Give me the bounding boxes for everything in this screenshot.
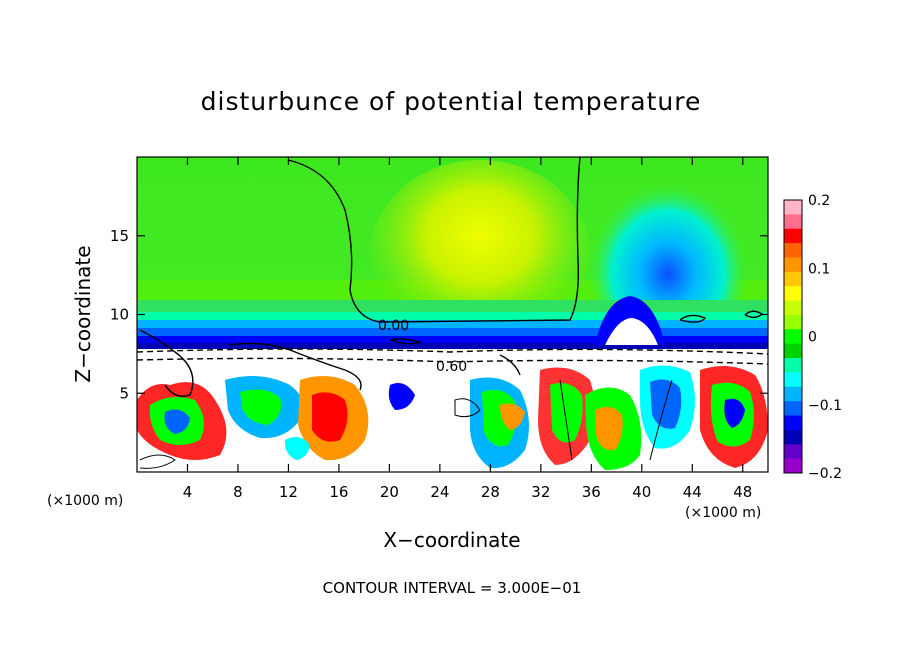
x-tick-label: 12: [279, 483, 298, 501]
colorbar-swatch: [784, 415, 802, 431]
x-tick-label: 28: [481, 483, 500, 501]
colorbar-swatch: [784, 329, 802, 345]
colorbar-swatch: [784, 286, 802, 302]
x-tick-label: 4: [183, 483, 193, 501]
colorbar-swatch: [784, 214, 802, 230]
y-tick-label: 5: [119, 384, 129, 402]
contour-interval: CONTOUR INTERVAL = 3.000E−01: [323, 579, 582, 597]
colorbar-swatch: [784, 228, 802, 244]
colorbar-tick-label: 0.1: [808, 261, 830, 277]
contour-label-1: 0.60: [436, 359, 467, 375]
contour-lines: [137, 157, 768, 469]
colorbar-tick-label: 0: [808, 330, 817, 346]
colorbar-swatch: [784, 243, 802, 258]
colorbar-tick-label: −0.2: [808, 466, 842, 482]
x-tick-label: 8: [233, 483, 243, 501]
chart-title: disturbunce of potential temperature: [201, 87, 702, 116]
colorbar-tick-label: −0.1: [808, 398, 842, 414]
colorbar-swatch: [784, 401, 802, 417]
colorbar-swatch: [784, 314, 802, 330]
colorbar: [783, 199, 803, 474]
colorbar-ticks: 0.2 0.1 0 −0.1 −0.2: [808, 193, 842, 482]
contour-label-0: 0.00: [378, 318, 409, 334]
colorbar-swatch: [784, 200, 802, 215]
y-tick-label: 15: [110, 227, 129, 245]
colorbar-swatch: [784, 343, 802, 359]
x-tick-label: 16: [329, 483, 348, 501]
x-tick-label: 24: [430, 483, 449, 501]
colorbar-frame: [783, 199, 803, 474]
colorbar-swatch: [784, 372, 802, 388]
colorbar-swatch: [784, 257, 802, 273]
x-axis-ticks: 4 8 12 16 20 24 28 32 36 40 44 48: [183, 157, 752, 501]
y-axis-ticks: 5 10 15: [110, 227, 768, 402]
colorbar-swatch: [784, 271, 802, 287]
colorbar-swatch: [784, 458, 802, 474]
x-tick-label: 20: [380, 483, 399, 501]
x-tick-label: 44: [683, 483, 702, 501]
y-axis-label: Z−coordinate: [71, 245, 95, 382]
x-tick-label: 48: [733, 483, 752, 501]
x-tick-label: 40: [632, 483, 651, 501]
x-axis-label: X−coordinate: [383, 528, 520, 552]
y-tick-label: 10: [110, 306, 129, 324]
colorbar-swatch: [784, 386, 802, 402]
heatmap-field: 0.00 0.60: [137, 157, 768, 472]
colorbar-tick-label: 0.2: [808, 193, 830, 209]
colorbar-swatch: [784, 300, 802, 316]
x-unit-left: (×1000 m): [47, 493, 123, 509]
x-unit-right: (×1000 m): [685, 505, 761, 521]
lower-eddies: [137, 365, 768, 470]
colorbar-swatch: [784, 358, 802, 373]
colorbar-swatch: [784, 429, 802, 445]
x-tick-label: 36: [582, 483, 601, 501]
colorbar-swatch: [784, 444, 802, 460]
x-tick-label: 32: [531, 483, 550, 501]
